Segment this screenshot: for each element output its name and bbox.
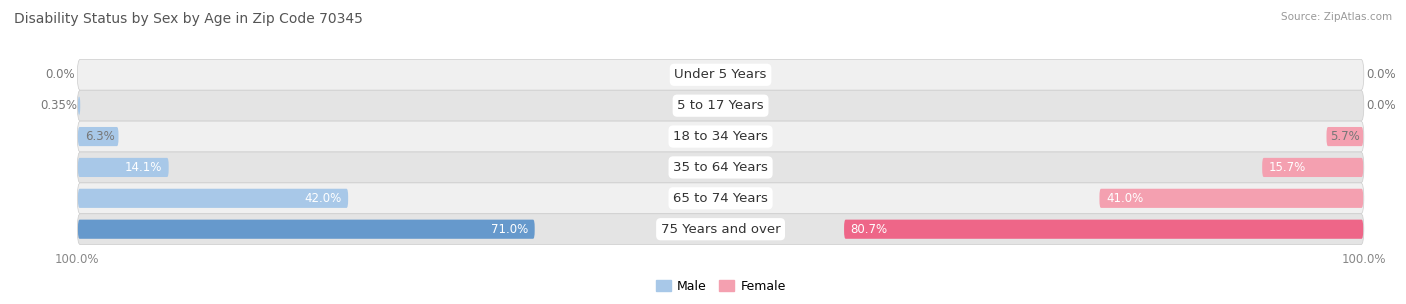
FancyBboxPatch shape bbox=[77, 127, 118, 146]
Text: Disability Status by Sex by Age in Zip Code 70345: Disability Status by Sex by Age in Zip C… bbox=[14, 12, 363, 26]
Text: 35 to 64 Years: 35 to 64 Years bbox=[673, 161, 768, 174]
Text: 71.0%: 71.0% bbox=[491, 223, 529, 236]
Text: 5.7%: 5.7% bbox=[1330, 130, 1360, 143]
FancyBboxPatch shape bbox=[1263, 158, 1364, 177]
Legend: Male, Female: Male, Female bbox=[651, 275, 790, 298]
FancyBboxPatch shape bbox=[1099, 189, 1364, 208]
Text: 75 Years and over: 75 Years and over bbox=[661, 223, 780, 236]
Text: 42.0%: 42.0% bbox=[305, 192, 342, 205]
FancyBboxPatch shape bbox=[77, 152, 1364, 183]
Text: 0.0%: 0.0% bbox=[45, 68, 75, 81]
Text: 41.0%: 41.0% bbox=[1107, 192, 1143, 205]
Text: 65 to 74 Years: 65 to 74 Years bbox=[673, 192, 768, 205]
FancyBboxPatch shape bbox=[77, 59, 1364, 90]
FancyBboxPatch shape bbox=[77, 189, 349, 208]
FancyBboxPatch shape bbox=[77, 90, 1364, 121]
Text: 14.1%: 14.1% bbox=[125, 161, 162, 174]
FancyBboxPatch shape bbox=[77, 96, 80, 115]
FancyBboxPatch shape bbox=[77, 121, 1364, 152]
Text: 0.35%: 0.35% bbox=[39, 99, 77, 112]
FancyBboxPatch shape bbox=[77, 219, 534, 239]
Text: 6.3%: 6.3% bbox=[86, 130, 115, 143]
Text: 5 to 17 Years: 5 to 17 Years bbox=[678, 99, 763, 112]
FancyBboxPatch shape bbox=[77, 214, 1364, 245]
Text: 0.0%: 0.0% bbox=[1367, 99, 1396, 112]
Text: Source: ZipAtlas.com: Source: ZipAtlas.com bbox=[1281, 12, 1392, 22]
Text: Under 5 Years: Under 5 Years bbox=[675, 68, 766, 81]
Text: 18 to 34 Years: 18 to 34 Years bbox=[673, 130, 768, 143]
FancyBboxPatch shape bbox=[844, 219, 1364, 239]
Text: 80.7%: 80.7% bbox=[851, 223, 887, 236]
FancyBboxPatch shape bbox=[77, 183, 1364, 214]
FancyBboxPatch shape bbox=[77, 158, 169, 177]
Text: 0.0%: 0.0% bbox=[1367, 68, 1396, 81]
Text: 15.7%: 15.7% bbox=[1268, 161, 1306, 174]
FancyBboxPatch shape bbox=[1326, 127, 1364, 146]
